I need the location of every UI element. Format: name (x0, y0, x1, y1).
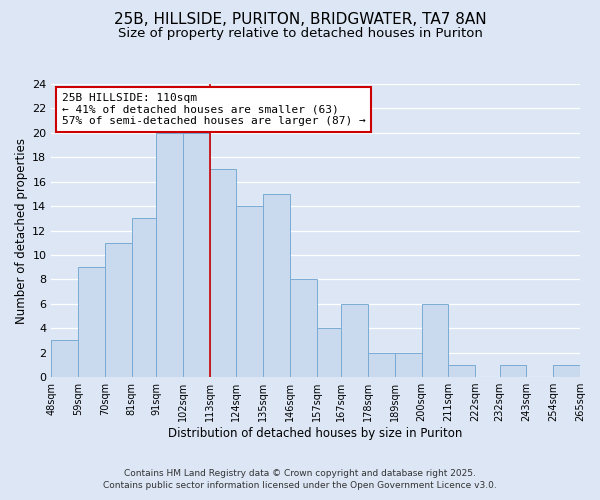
Bar (183, 133, 209, 377)
Text: Size of property relative to detached houses in Puriton: Size of property relative to detached ho… (118, 28, 482, 40)
Bar (341, 304, 368, 377)
Text: Contains HM Land Registry data © Crown copyright and database right 2025.: Contains HM Land Registry data © Crown c… (124, 468, 476, 477)
Bar (131, 218, 156, 377)
Text: 25B HILLSIDE: 110sqm
← 41% of detached houses are smaller (63)
57% of semi-detac: 25B HILLSIDE: 110sqm ← 41% of detached h… (62, 93, 365, 126)
Bar (51, 340, 78, 377)
Text: Contains public sector information licensed under the Open Government Licence v3: Contains public sector information licen… (103, 481, 497, 490)
Bar (368, 352, 395, 377)
Bar (105, 243, 131, 377)
Bar (78, 267, 105, 377)
Bar (395, 352, 422, 377)
X-axis label: Distribution of detached houses by size in Puriton: Distribution of detached houses by size … (169, 427, 463, 440)
Text: 25B, HILLSIDE, PURITON, BRIDGWATER, TA7 8AN: 25B, HILLSIDE, PURITON, BRIDGWATER, TA7 … (113, 12, 487, 28)
Bar (500, 365, 526, 377)
Bar (290, 280, 317, 377)
Bar (156, 133, 183, 377)
Bar (209, 170, 236, 377)
Bar (448, 365, 475, 377)
Bar (236, 206, 263, 377)
Bar (553, 365, 580, 377)
Y-axis label: Number of detached properties: Number of detached properties (15, 138, 28, 324)
Bar (263, 194, 290, 377)
Bar (422, 304, 448, 377)
Bar (317, 328, 341, 377)
